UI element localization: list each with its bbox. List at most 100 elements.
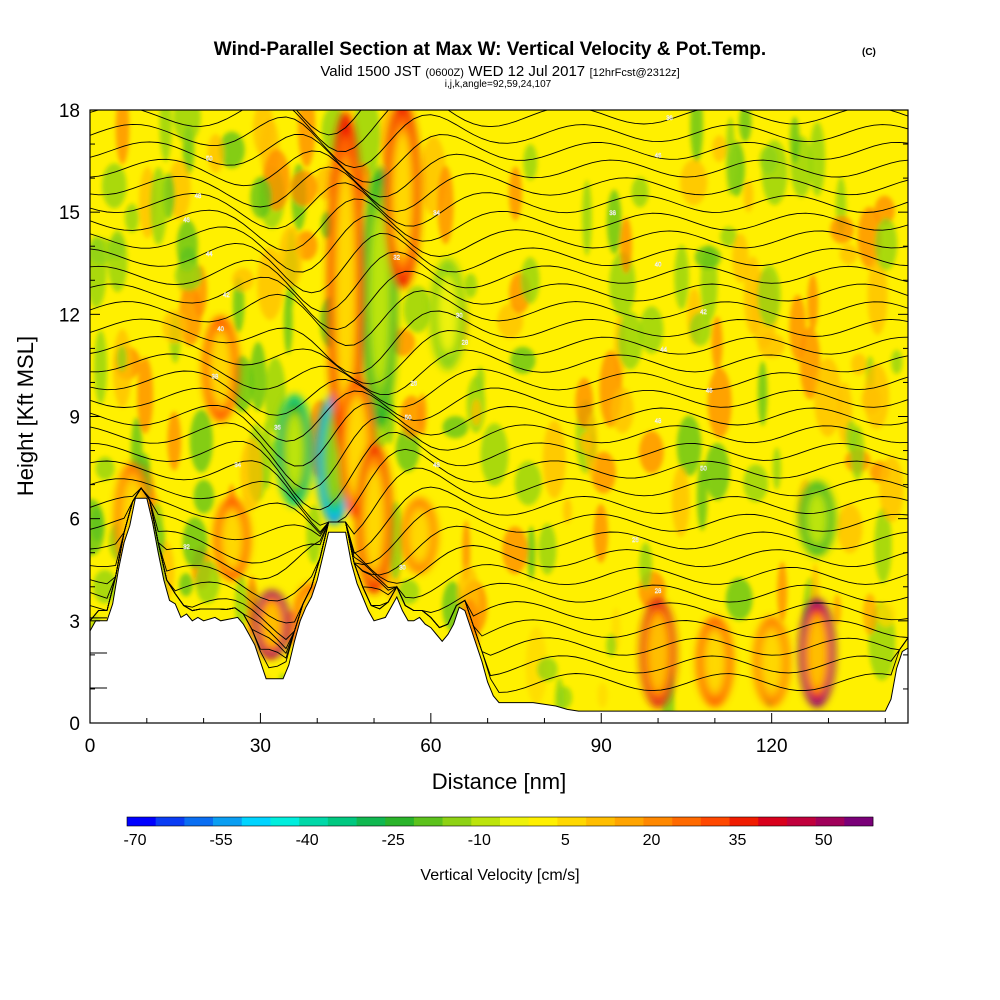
velocity-cell [137,357,154,434]
velocity-cell [352,110,381,176]
velocity-cell [732,233,749,283]
theta-contour [90,387,908,442]
velocity-cell [107,230,128,293]
theta-contour-label: 28 [462,341,469,347]
theta-contour-label: 42 [700,310,707,316]
y-tick-label: 15 [59,203,80,224]
velocity-cell [674,244,690,310]
theta-contour [90,166,908,213]
velocity-cell [471,399,482,426]
velocity-cell [167,411,182,471]
velocity-cell [115,110,130,165]
velocity-cell [862,593,877,635]
colorbar-swatch [127,817,156,826]
velocity-cell [575,377,594,428]
theta-contour [90,215,908,273]
colorbar-swatch [471,817,501,826]
colorbar-tick-label: -40 [296,832,319,849]
x-tick-label: 90 [591,736,612,757]
velocity-cell [712,135,727,162]
theta-contour-label: 38 [212,375,219,381]
colorbar-swatch [557,817,587,826]
updraft-band [393,133,412,257]
velocity-cell [94,330,108,405]
theta-contour-label: 50 [206,157,213,163]
velocity-cell [124,203,139,233]
updraft-band [336,171,355,407]
velocity-cell [676,415,702,476]
velocity-cell [857,206,882,269]
updraft-band [705,632,724,692]
theta-contour [90,432,908,511]
velocity-cell [278,226,303,289]
velocity-cell [174,260,203,291]
colorbar-tick-label: -10 [468,832,491,849]
updraft-band [410,511,429,561]
velocity-cell [772,447,782,490]
theta-contours [90,110,908,693]
theta-contour-label: 44 [660,347,667,353]
theta-contour-label: 32 [393,255,400,261]
theta-contour-label: 34 [234,463,241,469]
velocity-cell [874,217,898,271]
y-axis-label: Height [Kft MSL] [13,336,38,496]
velocity-cell [789,294,806,361]
theta-contour-label: 50 [700,467,707,473]
theta-contour-label: 46 [706,388,713,394]
velocity-cell [631,176,649,208]
theta-contour [90,487,908,576]
velocity-cell [193,479,215,514]
velocity-cell [542,420,566,499]
velocity-cell [261,419,272,490]
theta-contour-label: 46 [183,218,190,224]
velocity-cell [606,189,622,255]
colorbar-tick-label: 20 [643,832,661,849]
velocity-cell [591,451,616,494]
theta-contour-label: 40 [217,327,224,333]
colorbar-swatch [155,817,185,826]
theta-contour [90,402,908,467]
indices-line: i,j,k,angle=92,59,24,107 [445,79,552,90]
velocity-cell [757,361,768,426]
theta-contour-label: 26 [410,381,417,387]
velocity-cell [257,247,284,320]
velocity-cell [725,577,753,621]
terrain-profile [90,497,908,723]
colorbar-tick-labels: -70 -55 -40 -25 -10 5 20 35 50 [123,832,832,849]
velocity-cell [437,165,454,245]
velocity-cell [240,438,263,511]
updraft-band [808,617,827,689]
theta-contour-label: 48 [433,463,440,469]
colorbar-swatch [672,817,702,826]
velocity-cell [207,134,224,173]
velocity-cell [757,265,781,327]
velocity-cell [480,423,509,487]
velocity-cell [837,503,863,554]
colorbar-frame [126,816,874,827]
colorbar-swatch [327,817,357,826]
velocity-cell [696,463,708,531]
velocity-cell [850,425,865,480]
colorbar-swatch [413,817,443,826]
theta-contour [90,487,908,641]
velocity-cell [807,274,819,331]
colorbar-swatch [528,817,558,826]
x-axis-ticks: 0 30 60 90 120 [85,713,886,757]
theta-contour [90,467,908,535]
colorbar-swatch [241,817,271,826]
theta-contour-label: 48 [195,194,202,200]
updraft-band [649,617,668,689]
copyright-mark: (C) [862,47,876,58]
colorbar-swatch [643,817,673,826]
velocity-cell [116,345,127,372]
theta-contour-label: 28 [655,589,662,595]
velocity-cell [743,464,769,503]
velocity-cell [514,461,542,506]
velocity-cell [232,267,254,292]
colorbar-swatch [299,817,329,826]
theta-contour-label: 26 [632,538,639,544]
theta-contour-label: 40 [655,262,662,268]
velocity-cell [725,117,736,196]
colorbar-swatch [815,817,845,826]
